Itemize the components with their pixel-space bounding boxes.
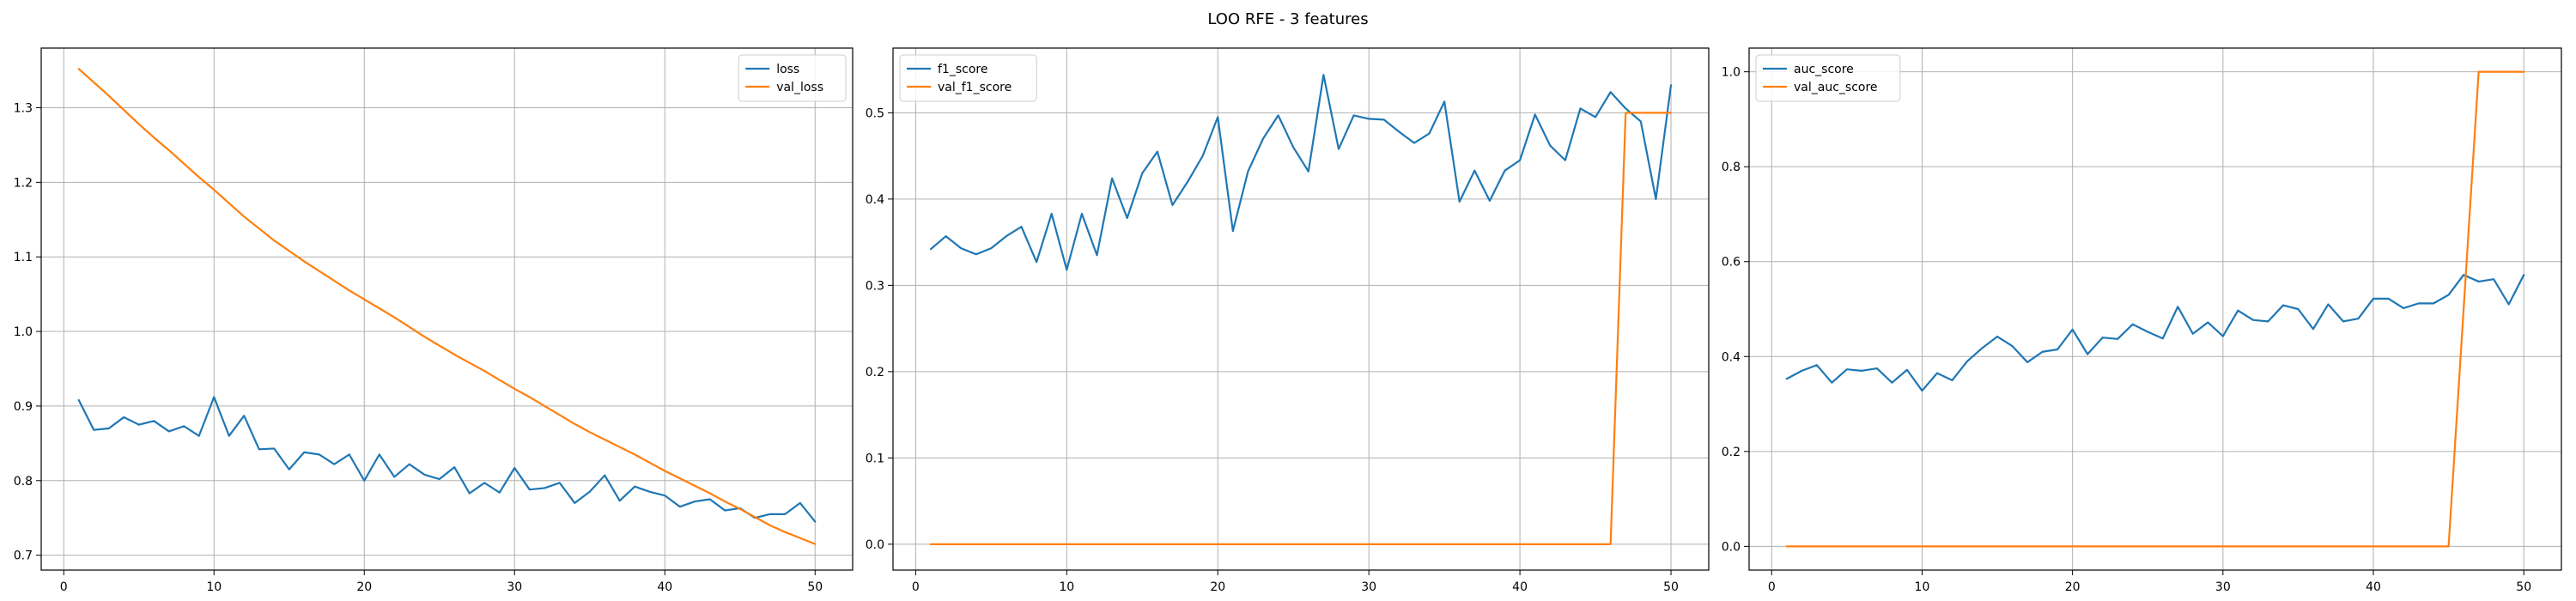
y-tick-label: 0.2 — [1722, 446, 1741, 459]
legend-label: f1_score — [938, 63, 987, 76]
y-tick-label: 0.8 — [1722, 161, 1741, 174]
legend-label: auc_score — [1794, 63, 1854, 76]
x-tick-label: 0 — [60, 580, 68, 594]
plot-frame — [1748, 47, 2562, 571]
y-tick-label: 0.3 — [866, 279, 884, 293]
y-tick-label: 1.0 — [1722, 66, 1741, 80]
legend-box — [738, 54, 847, 102]
legend: auc_score val_auc_score — [1755, 54, 1901, 102]
x-tick-label: 0 — [1768, 580, 1776, 594]
x-tick-label: 20 — [356, 580, 372, 594]
x-tick-label: 10 — [206, 580, 222, 594]
plot-frame — [40, 47, 854, 571]
series-line-val-loss — [77, 68, 817, 545]
x-tick-label: 40 — [2366, 580, 2381, 594]
x-tick-label: 50 — [1663, 580, 1679, 594]
series-line-loss — [77, 396, 817, 523]
legend: loss val_loss — [738, 54, 847, 102]
legend-box — [899, 54, 1037, 102]
y-tick-label: 1.0 — [14, 325, 33, 339]
y-tick-label: 0.2 — [866, 366, 884, 379]
x-tick-label: 50 — [807, 580, 823, 594]
x-tick-label: 40 — [657, 580, 672, 594]
y-tick-label: 0.6 — [1722, 256, 1741, 270]
y-tick-label: 0.0 — [866, 538, 884, 552]
series-line-val-auc-score — [1785, 70, 2525, 548]
legend: f1_score val_f1_score — [899, 54, 1037, 102]
y-tick-label: 0.0 — [1722, 540, 1741, 554]
series-line-auc-score — [1785, 274, 2525, 392]
plot-frame — [892, 47, 1710, 571]
chart-panel-3: 0 10 20 30 40 50 0.0 0.2 0.4 0.6 0.8 1.0 auc_scoreva… — [1722, 47, 2562, 594]
y-tick-label: 1.3 — [14, 101, 33, 115]
x-tick-label: 10 — [1059, 580, 1074, 594]
x-tick-label: 40 — [1512, 580, 1528, 594]
y-tick-label: 1.2 — [14, 176, 33, 190]
y-tick-label: 1.1 — [14, 251, 33, 264]
y-tick-label: 0.9 — [14, 400, 33, 414]
legend-label: loss — [776, 63, 799, 76]
y-tick-label: 0.5 — [866, 106, 884, 120]
y-tick-label: 0.1 — [866, 452, 884, 465]
y-tick-label: 0.7 — [14, 549, 33, 563]
legend-box — [1755, 54, 1901, 102]
series-line-f1-score — [929, 74, 1673, 271]
chart-panel-2: 0 10 20 30 40 50 0.0 0.1 0.2 0.3 0.4 0.5 f1_scoreval… — [866, 47, 1710, 594]
legend-label: val_loss — [776, 81, 823, 94]
y-tick-label: 0.4 — [866, 193, 884, 207]
x-tick-label: 50 — [2516, 580, 2531, 594]
x-tick-label: 30 — [2215, 580, 2231, 594]
legend-label: val_auc_score — [1794, 81, 1878, 94]
x-tick-label: 20 — [2065, 580, 2081, 594]
figure-title: LOO RFE - 3 features — [1207, 10, 1368, 28]
x-tick-label: 10 — [1915, 580, 1930, 594]
axes-container: 0 10 20 30 40 50 0.7 0.8 0.9 1.0 1.1 1.2 1.3 loss val_… — [14, 47, 2562, 594]
x-tick-label: 0 — [912, 580, 920, 594]
chart-panel-1: 0 10 20 30 40 50 0.7 0.8 0.9 1.0 1.1 1.2 1.3 loss val_… — [14, 47, 854, 594]
x-tick-label: 30 — [1361, 580, 1376, 594]
series-line-val-f1-score — [929, 112, 1673, 545]
x-tick-label: 30 — [507, 580, 522, 594]
y-tick-label: 0.8 — [14, 475, 33, 489]
legend-label: val_f1_score — [938, 81, 1012, 94]
x-tick-label: 20 — [1210, 580, 1225, 594]
y-tick-label: 0.4 — [1722, 350, 1741, 364]
